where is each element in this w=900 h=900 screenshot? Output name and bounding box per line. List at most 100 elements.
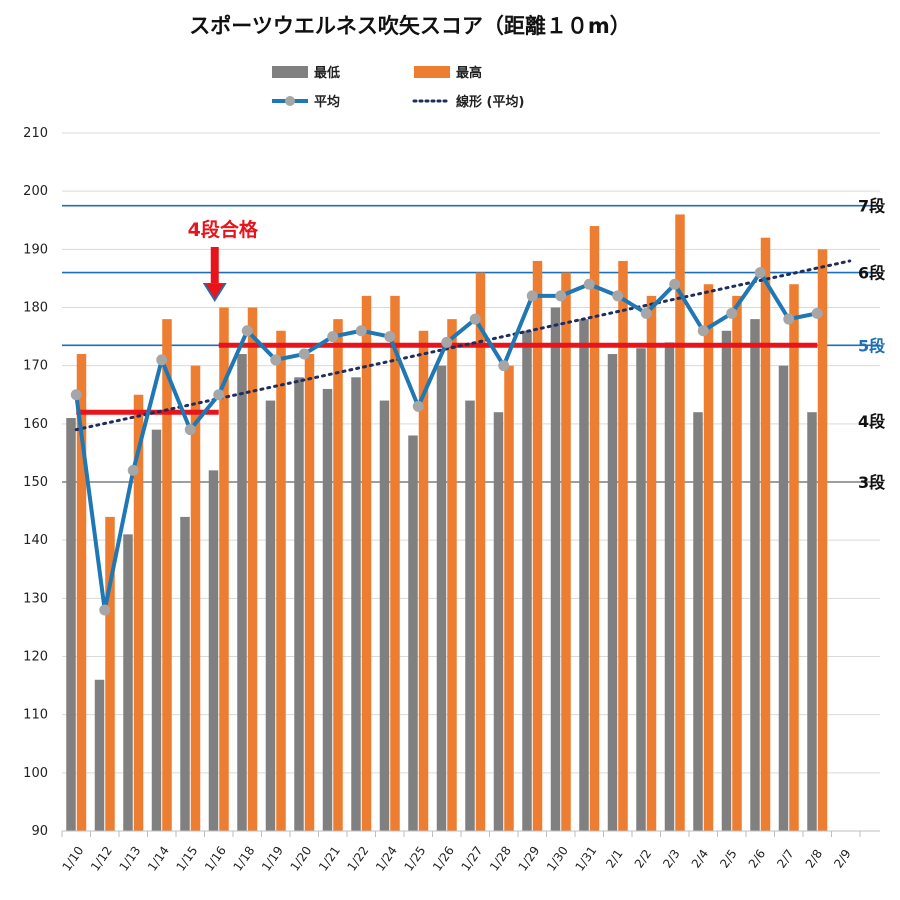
y-tick-label: 100 [23,766,48,781]
bar-max [447,319,457,831]
average-point [754,267,766,279]
y-tick-label: 200 [23,184,48,199]
bar-max [475,272,486,832]
y-tick-label: 160 [23,417,48,432]
x-tick-label: 2/6 [746,847,769,871]
average-point [270,354,282,366]
bar-min [465,400,475,831]
legend-swatch-max [414,66,450,78]
x-tick-label: 1/31 [573,844,600,874]
bar-min [750,319,760,831]
x-tick-label: 1/24 [373,844,400,874]
bar-max [732,295,742,831]
y-tick-label: 150 [23,475,48,490]
x-tick-label: 1/13 [117,844,144,874]
bar-min [693,412,703,831]
average-point [783,313,795,325]
x-tick-label: 2/7 [774,847,797,871]
average-point [612,290,624,302]
bar-min [721,330,732,831]
y-tick-label: 210 [23,126,48,141]
bar-min [322,388,333,831]
average-point [555,290,567,302]
x-tick-label: 1/19 [259,844,286,874]
bar-max [361,295,372,831]
bar-max [190,365,201,831]
average-point [213,389,225,401]
average-point [640,307,652,319]
bar-min [208,470,219,831]
annotation-label: 4段合格 [188,218,259,241]
y-tick-label: 110 [23,708,48,723]
reference-label: 5段 [858,336,886,355]
average-point [241,325,253,337]
bar-max [219,307,229,831]
average-point [384,331,396,343]
x-tick-label: 1/20 [288,844,315,874]
bar-max [162,319,172,831]
reference-label: 6段 [858,264,886,283]
trendline-path [74,259,852,432]
x-tick-label: 2/9 [831,847,854,871]
bar-min [180,516,190,831]
average-line [70,267,823,616]
average-point [99,604,111,616]
average-point [811,307,823,319]
y-tick-label: 130 [23,591,48,606]
annotation: 4段合格 [188,218,259,302]
x-tick-label: 1/14 [145,844,172,874]
bar-min [237,354,247,831]
average-point [441,336,453,348]
x-tick-label: 1/21 [316,844,343,874]
bar-min [379,400,390,831]
bar-max [760,237,771,831]
average-point [726,307,738,319]
bar-max [76,354,87,831]
bar-max [504,365,514,831]
x-tick-label: 1/27 [459,844,486,874]
average-point [298,348,310,360]
average-point [355,325,367,337]
x-tick-label: 2/5 [717,847,740,871]
bars [66,214,828,832]
bar-max [646,295,657,831]
bar-max [817,249,828,832]
bar-min [778,365,789,831]
x-tick-label: 1/29 [516,844,543,874]
bar-max [703,284,714,831]
bar-max [105,516,115,831]
x-tick-label: 2/8 [803,847,826,871]
reference-label: 3段 [858,473,886,492]
legend: 最低 最高 平均 線形 (平均) [272,65,524,110]
bar-min [664,342,675,831]
legend-label-max: 最高 [456,65,482,81]
x-tick-label: 1/25 [402,844,429,874]
reference-label: 4段 [858,412,886,431]
x-tick-label: 1/16 [202,844,229,874]
bar-min [408,435,418,831]
x-tick-label: 2/1 [603,847,626,871]
y-tick-label: 170 [23,359,48,374]
y-tick-label: 90 [31,824,48,839]
bar-max [618,260,628,831]
average-point [412,400,424,412]
x-tick-label: 1/10 [60,844,87,874]
bar-max [418,330,429,831]
x-tick-label: 2/4 [689,847,712,871]
legend-label-avg: 平均 [314,94,340,110]
average-point [669,278,681,290]
bar-min [66,418,76,831]
chart-title: スポーツウエルネス吹矢スコア（距離１０m） [189,14,630,38]
bar-min [351,377,361,831]
x-tick-label: 1/18 [231,844,258,874]
bar-min [493,412,504,831]
x-tick-label: 1/12 [88,844,115,874]
legend-label-min: 最低 [314,65,340,81]
annotation-arrow-shaft [210,247,219,285]
y-tick-label: 190 [23,242,48,257]
bar-max [247,307,258,831]
bar-min [807,412,817,831]
x-tick-label: 1/26 [430,844,457,874]
x-tick-label: 2/2 [632,847,655,871]
